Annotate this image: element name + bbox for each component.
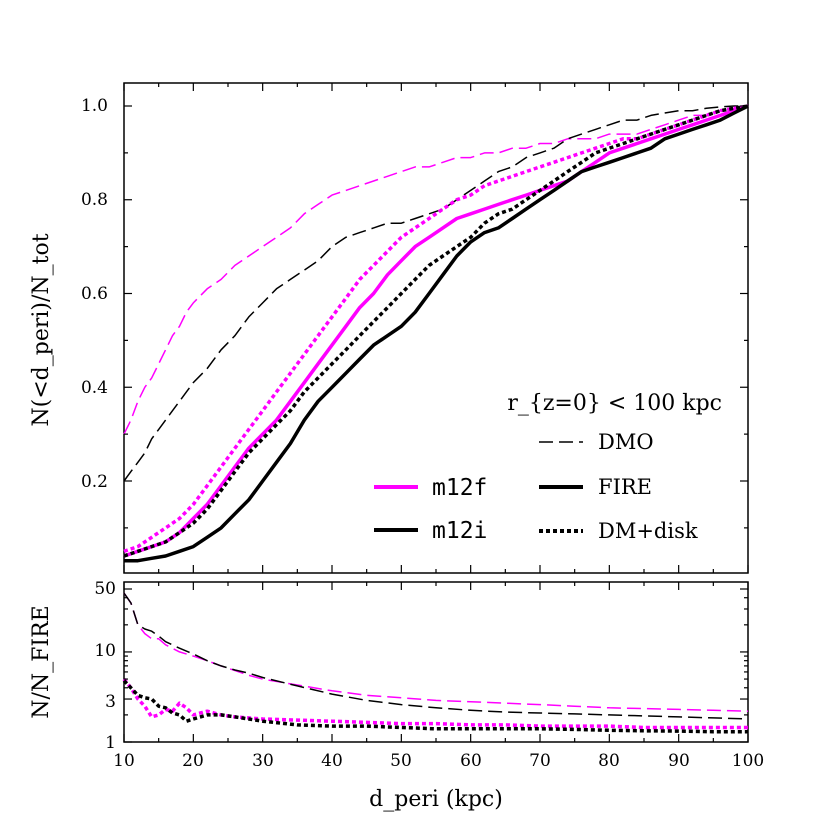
main-series-m12f-dmo — [123, 105, 749, 435]
ratio-series-m12i-dm-disk-ratio — [122, 679, 748, 734]
xtick-label: 10 — [113, 751, 135, 771]
xtick-label: 80 — [598, 751, 620, 771]
ratio-series-m12f-dmo-ratio — [123, 592, 749, 712]
tick-group — [123, 83, 749, 743]
legend-label-dm-disk: DM+disk — [598, 519, 698, 543]
xtick-label: 20 — [182, 751, 204, 771]
main-ytick-label: 0.6 — [81, 284, 108, 304]
legend-label-m12f: m12f — [432, 475, 487, 501]
main-series-m12i-dmo — [123, 105, 748, 482]
xtick-label: 90 — [668, 751, 690, 771]
xtick-label: 50 — [390, 751, 412, 771]
main-series-group — [123, 104, 749, 563]
xtick-label: 60 — [460, 751, 482, 771]
main-series-m12i-dm-disk — [123, 104, 749, 558]
main-ytick-label: 1.0 — [81, 96, 108, 116]
ratio-series-m12i-dmo-ratio — [123, 592, 749, 720]
radius-cut-annotation: r_{z=0} < 100 kpc — [507, 391, 722, 416]
x-axis-label: d_peri (kpc) — [369, 787, 503, 812]
ratio-series-m12f-dm-disk-ratio — [122, 678, 748, 730]
main-ytick-label: 0.2 — [81, 472, 108, 492]
legend-label-m12i: m12i — [432, 518, 487, 544]
ratio-axes-frame — [123, 581, 749, 743]
xtick-label: 40 — [321, 751, 343, 771]
main-y-axis-label: N(<d_peri)/N_tot — [29, 233, 54, 426]
xtick-label: 100 — [732, 751, 764, 771]
main-ytick-label: 0.8 — [81, 190, 108, 210]
main-series-m12i-fire — [124, 104, 749, 563]
ratio-ytick-label: 1 — [105, 733, 116, 753]
ratio-series-group — [122, 592, 749, 734]
legend-label-fire: FIRE — [598, 475, 652, 499]
xtick-label: 70 — [529, 751, 551, 771]
xtick-label: 30 — [252, 751, 274, 771]
ratio-ytick-label: 10 — [94, 641, 116, 661]
main-ytick-label: 0.4 — [81, 378, 108, 398]
main-series-m12f-fire — [123, 104, 749, 558]
ratio-ytick-label: 3 — [105, 692, 116, 712]
ratio-y-axis-label: N/N_FIRE — [29, 605, 54, 719]
legend-label-dmo: DMO — [598, 430, 654, 454]
ratio-ytick-label: 50 — [94, 579, 116, 599]
